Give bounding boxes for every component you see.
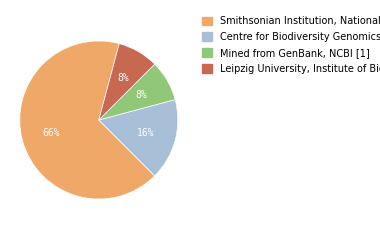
Wedge shape: [99, 44, 155, 120]
Wedge shape: [99, 64, 175, 120]
Text: 8%: 8%: [135, 90, 147, 101]
Legend: Smithsonian Institution, National Museum of Natural History... [8], Centre for B: Smithsonian Institution, National Museum…: [203, 16, 380, 74]
Wedge shape: [99, 100, 178, 176]
Text: 66%: 66%: [43, 128, 60, 138]
Text: 16%: 16%: [137, 128, 155, 138]
Text: 8%: 8%: [117, 72, 129, 83]
Wedge shape: [20, 41, 155, 199]
